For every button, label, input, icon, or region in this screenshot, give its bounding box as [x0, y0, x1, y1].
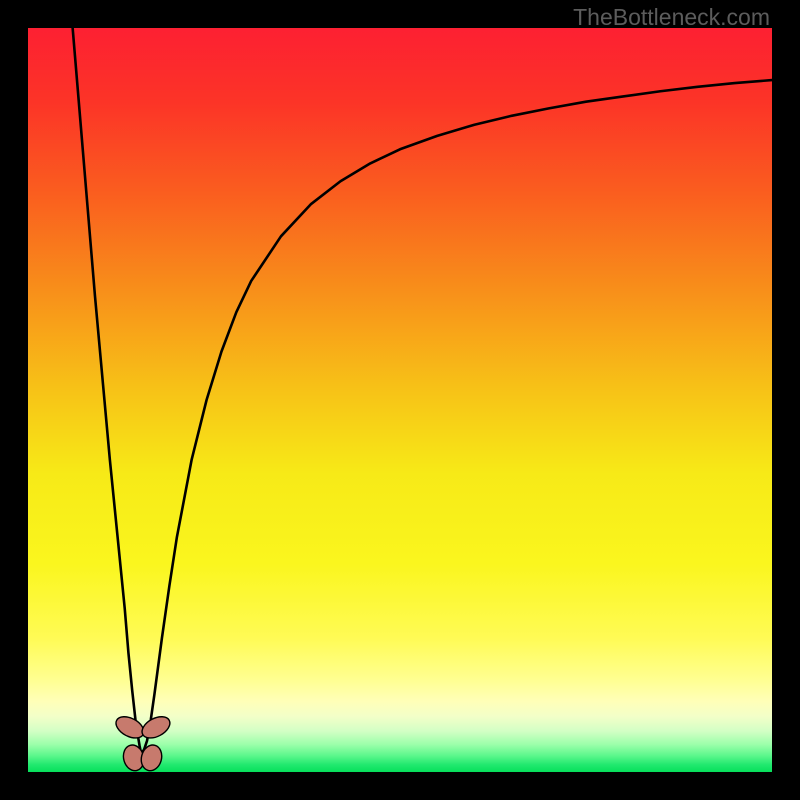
plot-area	[28, 28, 772, 772]
gradient-background	[28, 28, 772, 772]
watermark-text: TheBottleneck.com	[573, 4, 770, 31]
plot-svg	[28, 28, 772, 772]
chart-container: TheBottleneck.com	[0, 0, 800, 800]
